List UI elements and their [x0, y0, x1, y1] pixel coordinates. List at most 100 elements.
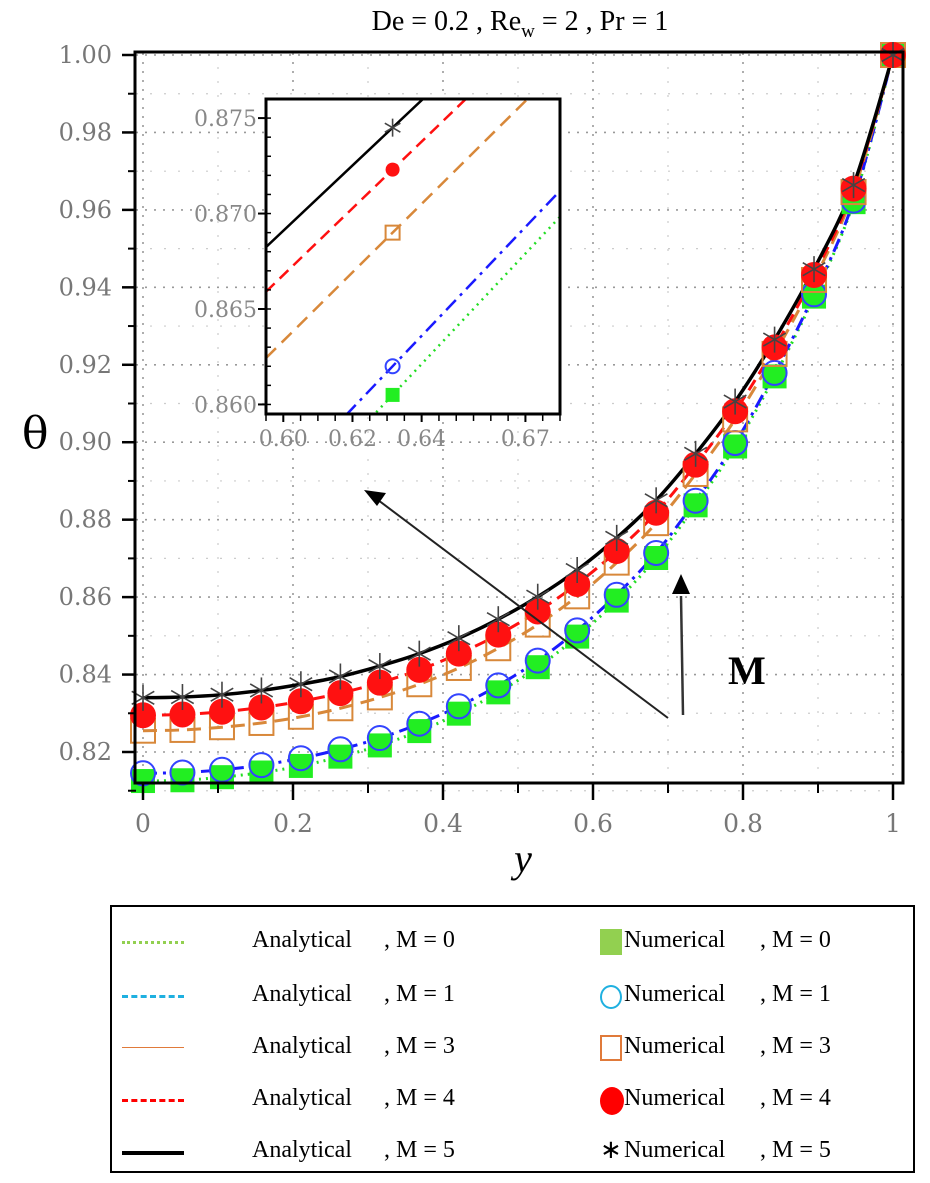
y-tick-label: 1.00 [59, 41, 112, 69]
series-line-4 [142, 54, 895, 717]
marker-filled-circle [169, 701, 196, 728]
legend-analytical-param: , M = 1 [384, 981, 455, 1007]
marker-filled-circle [248, 694, 275, 721]
legend-analytical-label: Analytical [252, 1085, 352, 1111]
x-tick-label: 0.4 [423, 809, 463, 838]
x-tick-label: 0.8 [723, 809, 763, 838]
legend-numerical-label: Numerical [624, 1137, 726, 1163]
inset-x-tick-label: 0.67 [501, 427, 550, 452]
marker-open-circle [406, 710, 433, 737]
legend-analytical-param: , M = 3 [384, 1033, 455, 1059]
marker-asterisk [249, 677, 274, 704]
legend-row: Analytical , M = 3 Numerical , M = 3 [112, 1025, 913, 1075]
asterisk-stroke [289, 677, 313, 692]
asterisk-stroke [407, 646, 431, 661]
marker-filled-square [407, 719, 432, 744]
inset-frame [264, 97, 562, 416]
marker-open-circle [366, 725, 393, 752]
legend-line-sample [122, 1099, 184, 1102]
legend-line-sample [122, 941, 184, 944]
x-tick-label: 0.2 [273, 809, 313, 838]
marker-filled-circle [445, 640, 472, 667]
legend-row: Analytical , M = 0 Numerical , M = 0 [112, 919, 913, 969]
asterisk-stroke [565, 562, 589, 578]
legend-analytical-label: Analytical [252, 927, 352, 953]
annotation-M-label: M [728, 648, 766, 693]
legend-numerical-label: Numerical [624, 1033, 726, 1059]
asterisk-stroke [368, 658, 392, 674]
marker-asterisk [170, 684, 195, 711]
x-tick-label: 0 [135, 809, 151, 838]
marker-filled-square [328, 744, 353, 769]
annotation-diagonal-arrow [364, 490, 669, 719]
legend-numerical-label: Numerical [624, 927, 726, 953]
asterisk-stroke [802, 261, 826, 277]
y-tick-label: 0.88 [59, 506, 112, 534]
y-tick-label: 0.98 [59, 118, 112, 146]
marker-filled-square [385, 387, 400, 402]
marker-open-circle [564, 617, 591, 644]
marker-open-circle [524, 647, 551, 674]
legend-analytical-label: Analytical [252, 981, 352, 1007]
marker-filled-circle [327, 680, 354, 707]
inset-y-tick-label: 0.870 [194, 203, 257, 228]
marker-filled-square [367, 733, 392, 758]
asterisk-stroke [170, 689, 195, 705]
inset-line-1 [345, 189, 560, 414]
inset-markers [384, 118, 401, 402]
marker-asterisk [841, 172, 866, 199]
asterisk-stroke [644, 493, 668, 508]
chart: De = 0.2 , Rew = 2 , Pr = 1 0.82 0.84 0.86… [22, 6, 906, 881]
inset-lines [266, 99, 560, 414]
marker-open-circle [761, 359, 788, 386]
inset-line-4 [266, 99, 468, 293]
marker-open-circle [169, 759, 196, 786]
marker-filled-square [802, 284, 827, 309]
y-tick-label: 0.84 [59, 661, 112, 689]
legend-numerical-param: , M = 3 [760, 1033, 831, 1059]
y-tick-label: 0.82 [59, 738, 112, 766]
inset-y-tick-label: 0.865 [194, 298, 257, 323]
marker-asterisk [407, 640, 431, 667]
marker-asterisk [762, 326, 787, 353]
legend: Analytical, M = 0 Numerical, M = 0 Analyti… [110, 905, 915, 1173]
marker-filled-square [683, 493, 708, 518]
legend-numerical-param: , M = 1 [760, 981, 831, 1007]
marker-asterisk [368, 653, 392, 680]
axis-ticks: 0.82 0.84 0.86 0.88 0.90 0.92 0.94 0.96 0.98 1.00… [59, 41, 901, 838]
marker-open-circle [643, 539, 670, 566]
marker-filled-square [446, 701, 471, 726]
legend-marker-asterisk: ∗ [600, 1135, 622, 1164]
marker-asterisk [486, 606, 510, 633]
y-tick-label: 0.90 [59, 428, 112, 456]
marker-asterisk [723, 388, 747, 415]
asterisk-stroke [486, 611, 510, 627]
annotation-up-arrow [672, 574, 690, 716]
legend-row: Analytical , M = 4 Numerical , M = 4 [112, 1077, 913, 1127]
legend-row: Analytical , M = 1 Numerical , M = 1 [112, 973, 913, 1023]
x-tick-label: 1 [885, 809, 901, 838]
inset-line-5 [266, 99, 425, 248]
inset-background [266, 99, 560, 414]
marker-filled-square [486, 680, 511, 705]
marker-asterisk [605, 524, 629, 551]
marker-open-circle [682, 487, 709, 514]
marker-filled-circle [564, 570, 591, 597]
marker-asterisk [802, 256, 826, 283]
asterisk-stroke [526, 589, 550, 604]
asterisk-stroke [762, 332, 787, 347]
y-tick-label: 0.96 [59, 196, 112, 224]
legend-line-sample [122, 995, 184, 998]
marker-asterisk [289, 671, 313, 698]
asterisk-stroke [210, 687, 234, 702]
marker-filled-square [249, 760, 274, 785]
marker-asterisk [644, 487, 668, 514]
marker-open-circle [603, 581, 630, 608]
marker-open-circle [384, 358, 401, 375]
legend-analytical-label: Analytical [252, 1033, 352, 1059]
legend-marker-filled-square [600, 929, 622, 955]
inset-x-tick-label: 0.60 [259, 427, 308, 452]
legend-numerical-param: , M = 5 [760, 1137, 831, 1163]
inset-x-tick-label: 0.64 [397, 427, 446, 452]
marker-filled-circle [366, 669, 393, 696]
